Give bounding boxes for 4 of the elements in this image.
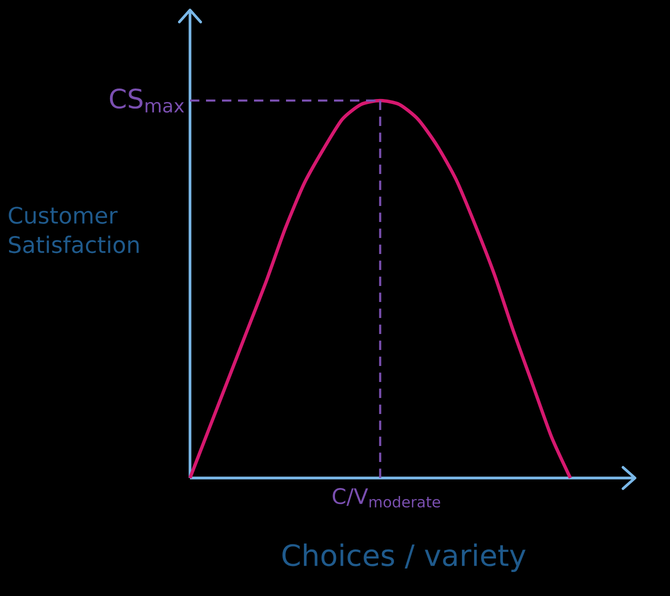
ref-line-label: CS$_{max}$ <box>110 88 184 113</box>
text: C/V$_{moderate}$ <box>332 488 440 508</box>
x-axis-title: Choices / variety <box>282 544 526 572</box>
y-axis-title: Customer Satisfaction <box>8 206 139 254</box>
